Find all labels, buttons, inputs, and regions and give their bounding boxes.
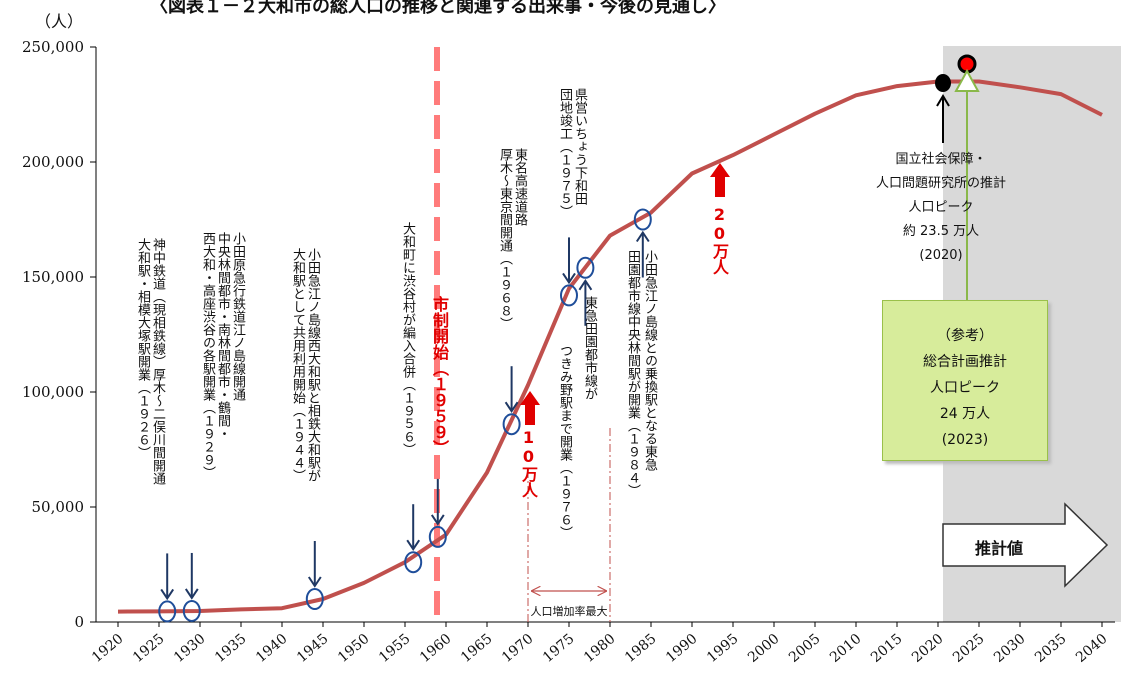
ref-line-2: 総合計画推計	[923, 354, 1007, 370]
x-tick-label: 1930	[171, 631, 209, 666]
event-1944-a: 大和駅として共用利用開始（１９４４）	[290, 248, 305, 482]
x-tick-label: 1935	[212, 631, 250, 666]
event-arrow-head	[184, 588, 199, 600]
event-1968-a: 厚木～東京間開通（１９６８）	[497, 148, 512, 330]
ipss-peak-marker	[935, 74, 951, 92]
x-tick-label: 1950	[335, 631, 373, 666]
y-tick-label: 100,000	[22, 383, 84, 401]
x-tick-label: 2025	[950, 631, 988, 666]
event-arrow-head	[635, 230, 650, 243]
event-1929-b: 中央林間都市・南林間都市・鶴間・	[215, 232, 230, 440]
milestone-10man: 10万人	[519, 428, 538, 498]
ipss-line-1: 国立社会保障・	[895, 152, 987, 167]
ipss-line-2: 人口問題研究所の推計	[875, 176, 1006, 191]
event-arrow-head	[307, 576, 322, 588]
ref-line-3: 人口ピーク	[930, 380, 1000, 396]
event-1975-b: 県営いちょう下和田	[572, 88, 587, 205]
ipss-line-4: 約 23.5 万人	[902, 224, 980, 239]
event-circle	[428, 525, 447, 548]
milestone-arrow-20man	[710, 163, 730, 197]
ipss-callout: 国立社会保障・ 人口問題研究所の推計 人口ピーク 約 23.5 万人 (2020…	[858, 148, 1024, 268]
event-1984-a: 田園都市線中央林間駅が開業（１９８４）	[625, 250, 640, 497]
ref-line-4: 24 万人	[939, 406, 991, 422]
x-tick-label: 1965	[458, 631, 496, 666]
x-tick-label: 2010	[827, 631, 865, 666]
event-1959-city: 市制開始（１９５９）	[430, 296, 449, 456]
y-unit: （人）	[35, 12, 84, 31]
estimate-arrow	[942, 502, 1109, 588]
y-tick-label: 250,000	[22, 38, 84, 56]
event-1968-b: 東名高速道路	[512, 148, 527, 226]
x-tick-label: 2020	[909, 631, 947, 666]
ref-line-1: （参考）	[937, 328, 993, 344]
x-tick-label: 1995	[704, 631, 742, 666]
x-tick-label: 1960	[417, 631, 455, 666]
event-1929-c: 小田原急行鉄道江ノ島線開通	[230, 232, 245, 401]
x-tick-label: 1970	[499, 631, 537, 666]
event-1976-b: 東急田園都市線が	[582, 296, 597, 400]
x-tick-label: 1985	[622, 631, 660, 666]
y-tick-label: 0	[74, 613, 84, 631]
event-circle	[305, 588, 324, 610]
event-1926-b: 神中鉄道（現相鉄線）厚木～二俣川間開通	[150, 238, 165, 485]
y-tick-label: 50,000	[32, 498, 85, 516]
event-1975-a: 団地竣工（１９７５）	[557, 88, 572, 218]
x-tick-label: 1920	[89, 631, 127, 666]
event-circle	[560, 284, 578, 307]
chart-title: 〈図表１－２大和市の総人口の推移と関連する出来事・今後の見通し〉	[150, 0, 726, 17]
event-arrow-head	[562, 272, 576, 285]
x-tick-label: 1975	[540, 631, 578, 666]
x-tick-label: 1990	[663, 631, 701, 666]
estimate-label: 推計値	[975, 539, 1024, 558]
growth-range-label: 人口増加率最大	[531, 604, 608, 618]
marks: 人口増加率最大	[117, 47, 1109, 623]
x-tick-label: 1945	[294, 631, 332, 666]
event-1976-a: つきみ野駅まで開業（１９７６）	[557, 344, 572, 539]
milestone-arrow-10man	[520, 391, 540, 425]
milestone-20man: 20万人	[710, 205, 729, 275]
x-tick-label: 2035	[1032, 631, 1070, 666]
event-circle	[404, 551, 423, 574]
x-tick-label: 1940	[253, 631, 291, 666]
event-1956: 大和町に渋谷村が編入合併（１９５６）	[400, 222, 415, 456]
event-1984-b: 小田急江ノ島線との乗換駅となる東急	[642, 250, 657, 471]
y-tick-label: 200,000	[22, 153, 84, 171]
x-tick-label: 1980	[581, 631, 619, 666]
reference-callout: （参考） 総合計画推計 人口ピーク 24 万人 (2023)	[882, 300, 1048, 461]
x-tick-label: 1955	[376, 631, 414, 666]
event-arrow-head	[430, 514, 445, 526]
x-tick-label: 2030	[991, 631, 1029, 666]
x-tick-label: 2005	[786, 631, 824, 666]
event-arrow-head	[406, 539, 421, 552]
event-1944-b: 小田急江ノ島線西大和駅と相鉄大和駅が	[305, 248, 320, 482]
event-circle	[158, 600, 177, 623]
event-circle	[576, 256, 595, 279]
x-tick-label: 2000	[745, 631, 783, 666]
x-tick-label: 2015	[868, 631, 906, 666]
event-1926-a: 大和駅・相模大塚駅開業（１９２６）	[135, 238, 150, 459]
ipss-arrow-head	[936, 94, 950, 107]
ref-line-5: (2023)	[941, 432, 989, 448]
y-tick-label: 150,000	[22, 268, 84, 286]
x-tick-label: 1925	[130, 631, 168, 666]
event-arrow-head	[504, 401, 519, 414]
event-arrow-head	[578, 278, 593, 291]
ipss-line-5: (2020)	[919, 248, 963, 263]
event-1929-a: 西大和・高座渋谷の各駅開業（１９２９）	[200, 232, 215, 479]
event-circle	[502, 413, 521, 436]
event-arrow-head	[160, 588, 175, 601]
event-circle	[182, 599, 201, 622]
ipss-line-3: 人口ピーク	[908, 200, 974, 215]
x-tick-label: 2040	[1073, 631, 1111, 666]
event-circle	[633, 208, 652, 231]
